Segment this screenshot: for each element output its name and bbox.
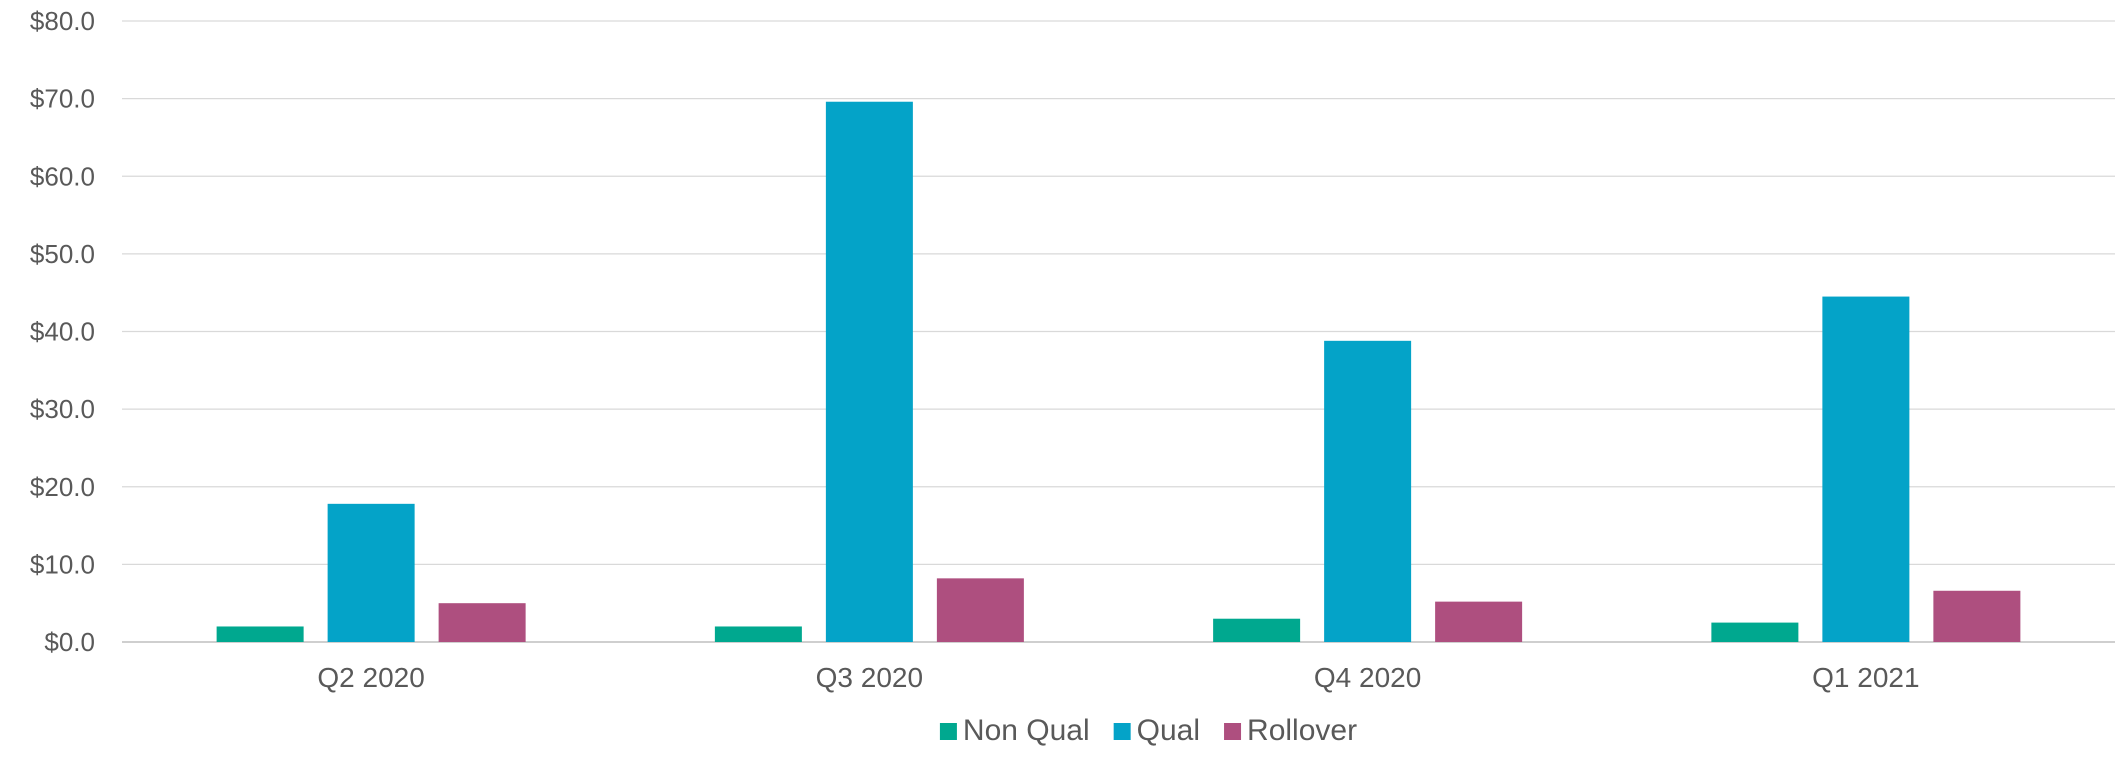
legend-label: Non Qual <box>963 714 1090 747</box>
legend-swatch <box>939 723 957 740</box>
y-tick-label: $50.0 <box>30 239 95 269</box>
legend-swatch <box>1224 723 1242 740</box>
bar-non-qual-q1-2021 <box>1711 622 1799 642</box>
bar-rollover-q3-2020 <box>936 578 1024 642</box>
bar-qual-q2-2020 <box>327 503 415 642</box>
y-tick-label: $70.0 <box>30 84 95 114</box>
x-tick-label: Q4 2020 <box>1314 662 1421 693</box>
y-tick-label: $40.0 <box>30 317 95 347</box>
bar-qual-q4-2020 <box>1324 340 1412 642</box>
bar-rollover-q4-2020 <box>1435 601 1523 642</box>
legend-item-rollover: Rollover <box>1224 714 1357 747</box>
y-tick-label: $60.0 <box>30 161 95 191</box>
legend: Non Qual Qual Rollover <box>939 714 1357 747</box>
y-tick-label: $10.0 <box>30 549 95 579</box>
x-tick-label: Q1 2021 <box>1812 662 1919 693</box>
bar-non-qual-q4-2020 <box>1213 618 1301 642</box>
legend-item-non-qual: Non Qual <box>939 714 1090 747</box>
y-tick-label: $80.0 <box>30 6 95 36</box>
x-tick-label: Q2 2020 <box>317 662 424 693</box>
gridlines <box>122 20 2115 643</box>
bar-non-qual-q3-2020 <box>714 626 802 642</box>
y-tick-label: $0.0 <box>44 627 95 657</box>
legend-label: Rollover <box>1247 714 1357 747</box>
bar-rollover-q1-2021 <box>1933 590 2021 642</box>
x-tick-label: Q3 2020 <box>816 662 923 693</box>
y-tick-label: $30.0 <box>30 394 95 424</box>
bar-qual-q1-2021 <box>1822 296 1910 642</box>
bar-rollover-q2-2020 <box>438 603 526 642</box>
y-axis-tick-labels: $0.0 $10.0 $20.0 $30.0 $40.0 $50.0 $60.0 $70.0 $… <box>30 6 95 657</box>
x-axis-tick-labels: Q2 2020 Q3 2020 Q4 2020 Q1 2021 <box>317 662 1919 693</box>
y-tick-label: $20.0 <box>30 472 95 502</box>
legend-swatch <box>1113 723 1131 740</box>
legend-label: Qual <box>1137 714 1200 747</box>
bar-qual-q3-2020 <box>825 101 913 643</box>
legend-item-qual: Qual <box>1113 714 1200 747</box>
bars <box>216 101 2021 643</box>
bar-non-qual-q2-2020 <box>216 626 304 642</box>
